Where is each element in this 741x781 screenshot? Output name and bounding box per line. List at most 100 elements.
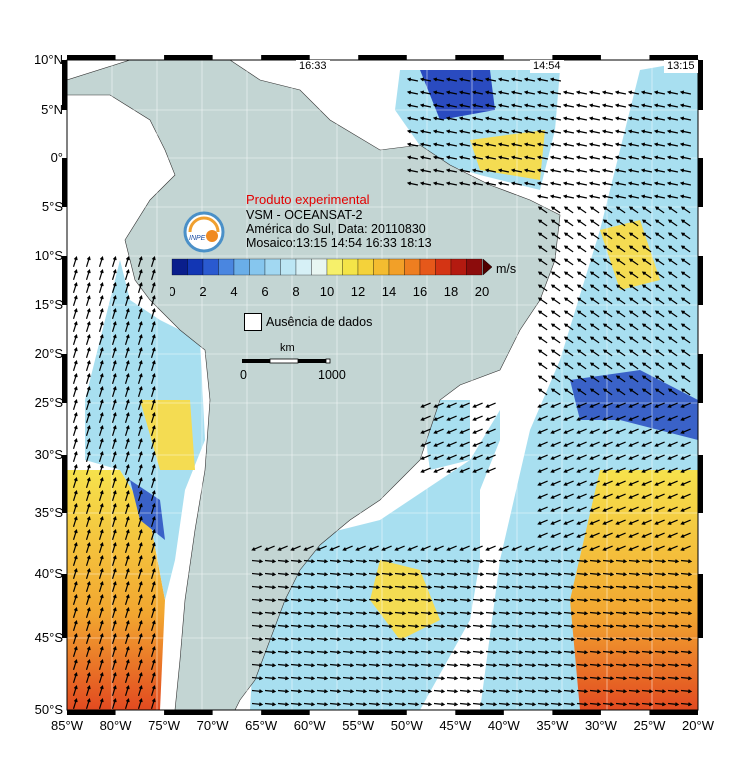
wind-arrow — [576, 506, 587, 512]
wind-arrow — [394, 637, 407, 642]
wind-arrow — [316, 650, 329, 655]
wind-arrow — [497, 181, 510, 186]
wind-arrow — [355, 676, 368, 681]
wind-arrow — [316, 585, 329, 590]
wind-arrow — [641, 336, 652, 344]
wind-arrow — [602, 663, 615, 668]
wind-arrow — [432, 142, 445, 147]
wind-arrow — [485, 402, 496, 408]
wind-arrow — [524, 598, 537, 603]
wind-arrow — [150, 555, 156, 566]
wind-arrow — [680, 493, 691, 499]
wind-arrow — [98, 646, 104, 657]
wind-arrow — [641, 362, 652, 370]
wind-arrow — [290, 572, 303, 577]
wind-arrow — [72, 542, 78, 553]
wind-arrow — [628, 559, 641, 564]
wind-arrow — [680, 650, 693, 655]
wind-arrow — [628, 545, 639, 551]
wind-arrow — [510, 168, 523, 173]
wind-arrow — [355, 545, 366, 551]
wind-arrow — [251, 611, 264, 616]
wind-arrow — [563, 323, 574, 331]
wind-arrow — [550, 375, 561, 383]
wind-arrow — [576, 689, 589, 694]
wind-arrow — [524, 611, 537, 616]
wind-arrow — [98, 594, 104, 605]
wind-arrow — [615, 532, 626, 538]
wind-arrow — [72, 438, 78, 449]
wind-arrow — [680, 258, 691, 266]
wind-arrow — [355, 559, 368, 564]
wind-arrow — [667, 297, 678, 305]
wind-arrow — [537, 336, 548, 344]
wind-arrow — [589, 219, 600, 227]
wind-arrow — [251, 572, 264, 577]
wind-arrow — [137, 334, 143, 345]
wind-arrow — [342, 663, 355, 668]
wind-arrow — [111, 685, 117, 696]
wind-arrow — [72, 594, 78, 605]
wind-arrow — [251, 559, 264, 564]
wind-arrow — [536, 155, 549, 160]
wind-arrow — [641, 297, 652, 305]
wind-arrow — [329, 650, 342, 655]
wind-arrow — [124, 256, 130, 267]
wind-arrow — [150, 425, 156, 436]
wind-arrow — [589, 323, 600, 331]
wind-arrow — [303, 650, 316, 655]
wind-arrow — [111, 373, 117, 384]
wind-arrow — [98, 698, 104, 709]
wind-arrow — [124, 477, 130, 488]
no-data-label: Ausência de dados — [266, 315, 373, 329]
wind-arrow — [303, 676, 316, 681]
wind-arrow — [576, 611, 589, 616]
wind-arrow — [563, 663, 576, 668]
wind-arrow — [679, 155, 692, 160]
wind-arrow — [150, 659, 156, 670]
wind-arrow — [680, 323, 691, 331]
wind-arrow — [85, 594, 91, 605]
wind-arrow — [511, 611, 524, 616]
wind-arrow — [602, 637, 615, 642]
wind-arrow — [124, 334, 130, 345]
wind-arrow — [641, 598, 654, 603]
wind-arrow — [419, 142, 432, 147]
wind-arrow — [251, 702, 264, 707]
wind-arrow — [615, 611, 628, 616]
wind-arrow — [111, 451, 117, 462]
wind-arrow — [85, 698, 91, 709]
wind-arrow — [641, 493, 652, 499]
wind-arrow — [680, 637, 693, 642]
wind-arrow — [653, 181, 666, 186]
wind-arrow — [615, 349, 626, 357]
wind-arrow — [472, 702, 485, 707]
wind-arrow — [290, 611, 303, 616]
wind-arrow — [407, 585, 420, 590]
wind-arrow — [576, 624, 589, 629]
wind-arrow — [85, 308, 91, 319]
wind-arrow — [407, 611, 420, 616]
wind-arrow — [576, 428, 587, 434]
wind-arrow — [589, 598, 602, 603]
wind-arrow — [72, 425, 78, 436]
wind-arrow — [458, 168, 471, 173]
wind-arrow — [85, 464, 91, 475]
wind-arrow — [680, 454, 691, 460]
wind-arrow — [329, 676, 342, 681]
wind-arrow — [615, 441, 626, 447]
wind-arrow — [72, 646, 78, 657]
wind-arrow — [537, 624, 550, 629]
wind-arrow — [497, 90, 510, 95]
wind-arrow — [680, 206, 691, 214]
wind-arrow — [627, 129, 640, 134]
wind-arrow — [654, 689, 667, 694]
wind-arrow — [72, 698, 78, 709]
wind-arrow — [472, 467, 483, 473]
wind-arrow — [498, 702, 511, 707]
colorbar-tick: 6 — [261, 284, 268, 299]
wind-arrow — [667, 663, 680, 668]
wind-arrow — [549, 155, 562, 160]
wind-arrow — [680, 624, 693, 629]
wind-arrow — [666, 103, 679, 108]
